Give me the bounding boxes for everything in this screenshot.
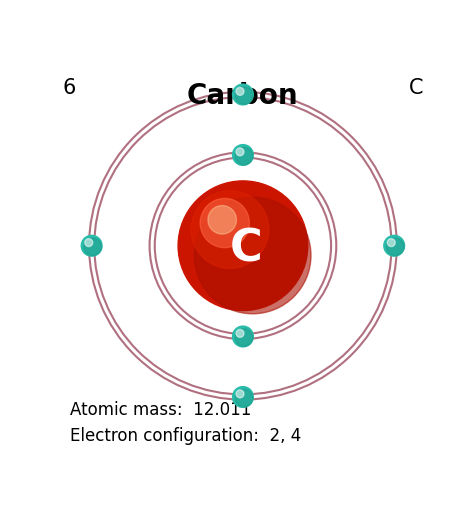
Circle shape: [233, 84, 253, 105]
Circle shape: [384, 235, 405, 256]
Circle shape: [233, 326, 253, 347]
Circle shape: [236, 390, 244, 398]
Circle shape: [387, 239, 395, 246]
Circle shape: [235, 147, 253, 165]
Circle shape: [233, 145, 253, 165]
Circle shape: [236, 148, 244, 156]
Circle shape: [208, 206, 237, 234]
Circle shape: [233, 387, 253, 407]
Circle shape: [82, 235, 102, 256]
Circle shape: [236, 87, 244, 96]
Text: Electron configuration:  2, 4: Electron configuration: 2, 4: [70, 427, 301, 445]
Circle shape: [85, 239, 93, 246]
Circle shape: [200, 199, 249, 248]
Circle shape: [235, 389, 253, 407]
Circle shape: [235, 87, 253, 104]
Circle shape: [84, 238, 101, 256]
Text: Carbon: Carbon: [187, 82, 299, 110]
Text: C: C: [409, 78, 423, 99]
Circle shape: [236, 330, 244, 337]
Circle shape: [386, 238, 404, 256]
Circle shape: [178, 181, 308, 310]
Circle shape: [235, 329, 253, 346]
Circle shape: [194, 197, 311, 314]
Circle shape: [191, 190, 269, 268]
Text: C: C: [230, 228, 263, 270]
Text: 6: 6: [63, 78, 76, 99]
Text: Atomic mass:  12.011: Atomic mass: 12.011: [70, 401, 251, 419]
